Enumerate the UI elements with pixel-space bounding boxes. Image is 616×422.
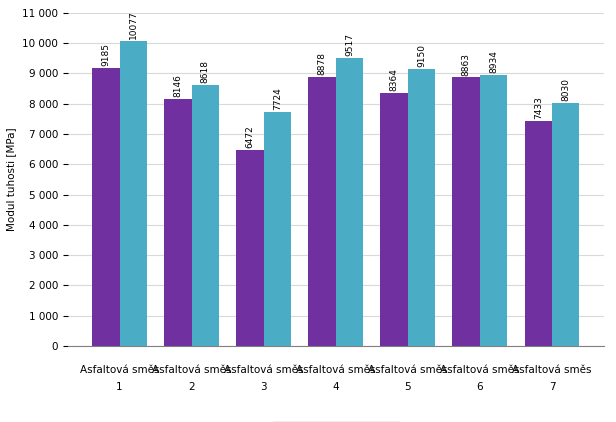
Bar — [164, 99, 192, 346]
Text: 8364: 8364 — [389, 68, 399, 91]
Y-axis label: Modul tuhosti [MPa]: Modul tuhosti [MPa] — [7, 127, 17, 231]
Text: Asfaltová směs: Asfaltová směs — [296, 365, 376, 376]
Bar — [120, 41, 147, 346]
Bar — [480, 75, 507, 346]
Text: 8618: 8618 — [201, 60, 210, 83]
Text: 10077: 10077 — [129, 10, 138, 39]
Text: 9517: 9517 — [345, 33, 354, 56]
Bar — [525, 121, 552, 346]
Bar — [92, 68, 120, 346]
Text: 6: 6 — [477, 382, 483, 392]
Text: 8878: 8878 — [317, 52, 326, 75]
Bar — [336, 58, 363, 346]
Bar — [453, 77, 480, 346]
Bar — [552, 103, 579, 346]
Text: 4: 4 — [333, 382, 339, 392]
Text: 6472: 6472 — [245, 125, 254, 148]
Text: 8863: 8863 — [461, 53, 471, 76]
Text: Asfaltová směs: Asfaltová směs — [440, 365, 520, 376]
Text: 5: 5 — [405, 382, 411, 392]
Text: 7724: 7724 — [273, 87, 282, 110]
Bar — [192, 85, 219, 346]
Text: Asfaltová směs: Asfaltová směs — [368, 365, 448, 376]
Text: Asfaltová směs: Asfaltová směs — [224, 365, 304, 376]
Bar — [264, 112, 291, 346]
Text: 7433: 7433 — [533, 96, 543, 119]
Text: 8146: 8146 — [173, 74, 182, 97]
Text: Asfaltová směs: Asfaltová směs — [512, 365, 592, 376]
Bar — [408, 69, 435, 346]
Text: 8934: 8934 — [489, 51, 498, 73]
Text: 1: 1 — [116, 382, 123, 392]
Text: 3: 3 — [261, 382, 267, 392]
Text: 9185: 9185 — [101, 43, 110, 66]
Bar — [237, 150, 264, 346]
Text: Asfaltová směs: Asfaltová směs — [79, 365, 160, 376]
Text: 9150: 9150 — [417, 44, 426, 67]
Bar — [309, 77, 336, 346]
Bar — [381, 92, 408, 346]
Text: 7: 7 — [549, 382, 555, 392]
Text: 8030: 8030 — [561, 78, 570, 101]
Text: Asfaltová směs: Asfaltová směs — [152, 365, 232, 376]
Text: 2: 2 — [188, 382, 195, 392]
